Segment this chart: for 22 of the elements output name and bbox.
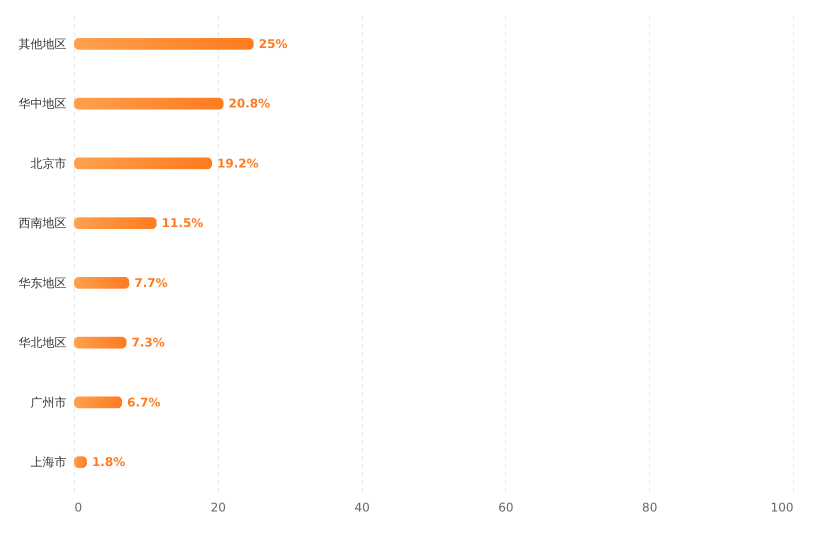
x-tick-label: 20 bbox=[210, 500, 226, 514]
data-label: 1.8% bbox=[92, 455, 126, 470]
data-label: 20.8% bbox=[228, 96, 270, 111]
data-label: 11.5% bbox=[162, 216, 204, 230]
y-tick-label: 华北地区 bbox=[18, 336, 66, 350]
y-tick-label: 上海市 bbox=[30, 455, 66, 470]
y-tick-label: 华东地区 bbox=[18, 276, 66, 290]
y-tick-label: 华中地区 bbox=[18, 96, 66, 111]
data-label: 19.2% bbox=[217, 156, 259, 170]
y-tick-label: 其他地区 bbox=[18, 36, 66, 51]
y-tick-label: 广州市 bbox=[30, 395, 66, 410]
x-tick-label: 80 bbox=[642, 500, 658, 514]
data-label: 7.7% bbox=[134, 276, 168, 290]
y-tick-label: 北京市 bbox=[30, 156, 66, 170]
data-label: 6.7% bbox=[127, 395, 160, 410]
x-tick-label: 100 bbox=[770, 500, 794, 514]
x-tick-label: 0 bbox=[74, 500, 82, 514]
x-tick-label: 40 bbox=[354, 500, 370, 514]
data-label: 25% bbox=[258, 36, 288, 51]
x-tick-label: 60 bbox=[498, 500, 514, 514]
y-tick-label: 西南地区 bbox=[18, 216, 66, 230]
data-label: 7.3% bbox=[131, 336, 165, 350]
